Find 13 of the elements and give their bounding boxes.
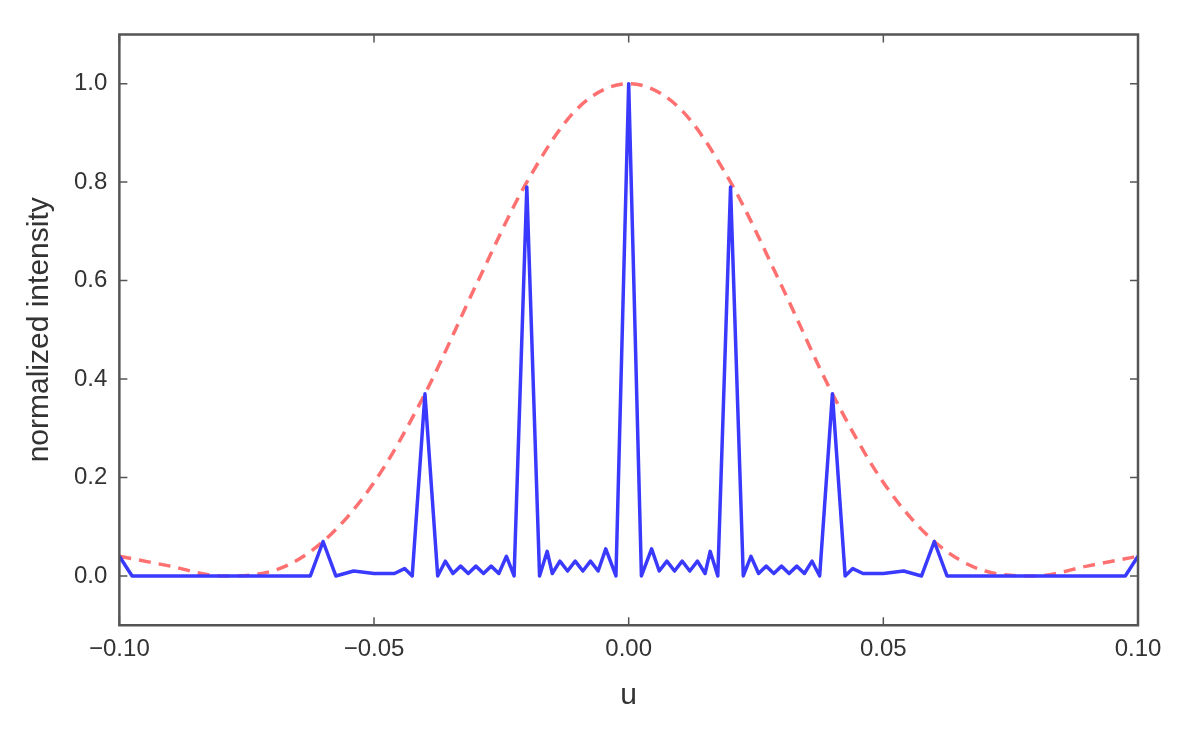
y-tick-label: 0.8 [73, 166, 108, 194]
y-tick-label: 0.0 [73, 560, 108, 588]
y-tick-label: 0.4 [73, 363, 108, 391]
x-tick-label: 0.10 [1114, 634, 1162, 662]
y-tick-label: 1.0 [73, 68, 108, 96]
x-tick-label: −0.05 [343, 634, 405, 662]
y-tick-label: 0.2 [73, 462, 108, 490]
x-axis-title: u [620, 677, 638, 711]
y-tick-label: 0.6 [73, 265, 108, 293]
y-axis-title: normalized intensity [21, 197, 55, 463]
x-tick-label: 0.05 [859, 634, 907, 662]
x-tick-label: 0.00 [605, 634, 653, 662]
x-tick-label: −0.10 [89, 634, 150, 662]
